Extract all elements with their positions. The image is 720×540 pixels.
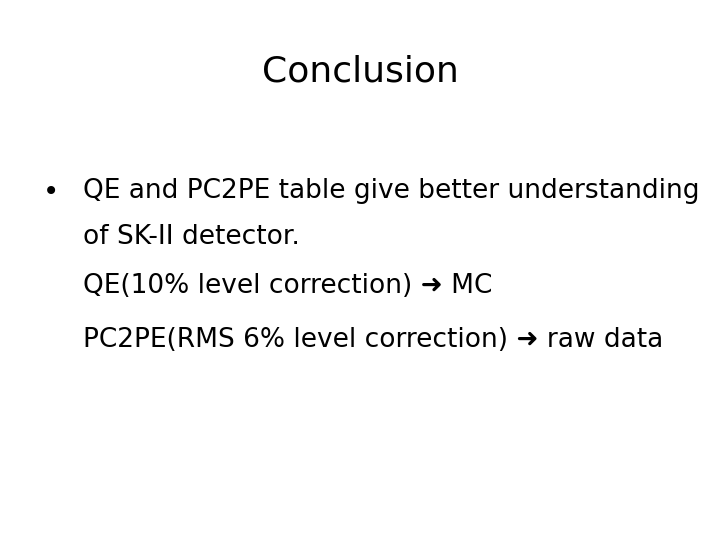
Text: •: • xyxy=(43,178,60,206)
Text: Conclusion: Conclusion xyxy=(261,54,459,88)
Text: PC2PE(RMS 6% level correction) ➜ raw data: PC2PE(RMS 6% level correction) ➜ raw dat… xyxy=(83,327,663,353)
Text: of SK-II detector.: of SK-II detector. xyxy=(83,224,300,250)
Text: QE(10% level correction) ➜ MC: QE(10% level correction) ➜ MC xyxy=(83,273,492,299)
Text: QE and PC2PE table give better understanding: QE and PC2PE table give better understan… xyxy=(83,178,699,204)
